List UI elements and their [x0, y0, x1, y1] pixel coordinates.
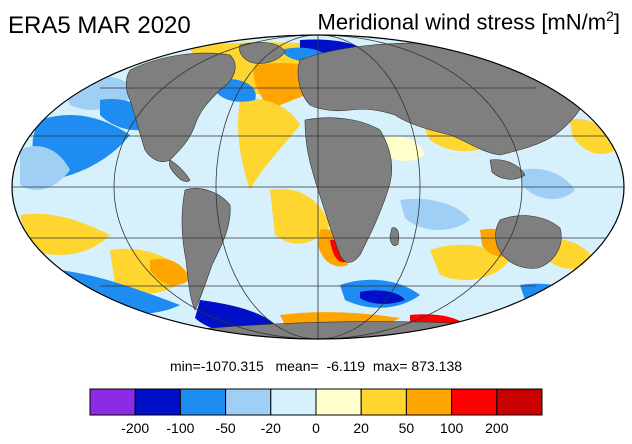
colorbar-swatch — [270, 388, 317, 416]
dataset-title: ERA5 MAR 2020 — [8, 12, 191, 39]
colorbar-swatch — [451, 388, 498, 416]
min-value: -1070.315 — [200, 358, 264, 374]
colorbar-swatch — [225, 388, 272, 416]
colorbar-tick-label: -50 — [215, 420, 236, 436]
colorbar-swatch — [496, 388, 543, 416]
variable-name: Meridional wind stress — [317, 9, 536, 35]
land-madagascar — [389, 227, 400, 246]
colorbar-swatch — [405, 388, 453, 416]
colorbar-swatch — [89, 388, 136, 416]
land-central-america — [169, 159, 191, 182]
colorbar-swatch — [134, 388, 181, 416]
land-greenland — [239, 42, 286, 64]
units-suffix: ] — [613, 9, 620, 35]
colorbar-labels: -200 -100 -50 -20 0 20 50 100 200 — [0, 420, 632, 440]
colorbar-tick-label: -200 — [121, 420, 150, 436]
land-australia — [495, 215, 562, 269]
colorbar-tick-label: -20 — [260, 420, 281, 436]
colorbar-tick-label: 100 — [439, 420, 464, 436]
colorbar — [89, 388, 543, 416]
units-prefix: [mN/m — [541, 9, 607, 35]
colorbar-swatch — [179, 388, 227, 416]
colorbar-tick-label: -100 — [166, 420, 195, 436]
units-exponent: 2 — [606, 8, 614, 24]
max-value: 873.138 — [411, 358, 463, 374]
graticule — [12, 35, 624, 339]
variable-title: Meridional wind stress [mN/m2] — [318, 8, 620, 35]
map-field — [12, 35, 624, 339]
min-label: min= — [169, 358, 201, 374]
field-statistics: min=-1070.315 mean= -6.119 max= 873.138 — [0, 358, 632, 374]
colorbar-tick-label: 50 — [398, 420, 415, 436]
mean-value: -6.119 — [326, 358, 366, 374]
map-border — [11, 34, 625, 340]
colorbar-swatch — [315, 388, 362, 416]
colorbar-tick-label: 20 — [353, 420, 369, 436]
land-southeast-asia — [489, 159, 526, 180]
max-label: max= — [372, 358, 408, 374]
mean-label: mean= — [275, 358, 319, 374]
colorbar-tick-label: 0 — [312, 420, 320, 436]
colorbar-tick-label: 200 — [485, 420, 509, 436]
colorbar-swatch — [360, 388, 407, 416]
land-north-america — [125, 52, 236, 162]
